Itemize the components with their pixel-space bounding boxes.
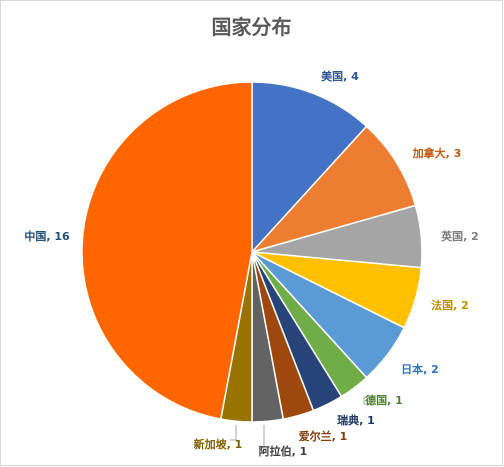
slice-label-10: 中国, 16 <box>24 229 70 243</box>
slice-label-4: 日本, 2 <box>401 362 439 376</box>
slice-label-1: 加拿大, 3 <box>412 146 462 160</box>
leader-line-9 <box>230 425 237 441</box>
pie-slice-0 <box>251 81 368 254</box>
slice-label-0: 美国, 4 <box>321 69 359 83</box>
slice-label-2: 英国, 2 <box>440 229 479 243</box>
leader-line-8 <box>262 425 265 448</box>
pie-slice-10 <box>81 81 253 420</box>
slice-label-9: 新加坡, 1 <box>194 437 243 451</box>
slice-label-8: 阿拉伯, 1 <box>259 444 308 458</box>
slice-label-3: 法国, 2 <box>431 298 469 312</box>
leader-line-5 <box>363 396 372 405</box>
chart-title: 国家分布 <box>211 15 292 39</box>
slice-label-6: 瑞典, 1 <box>337 413 375 427</box>
slice-label-7: 爱尔兰, 1 <box>299 429 348 443</box>
slice-label-5: 德国, 1 <box>364 393 403 407</box>
pie-slice-1 <box>249 125 417 254</box>
